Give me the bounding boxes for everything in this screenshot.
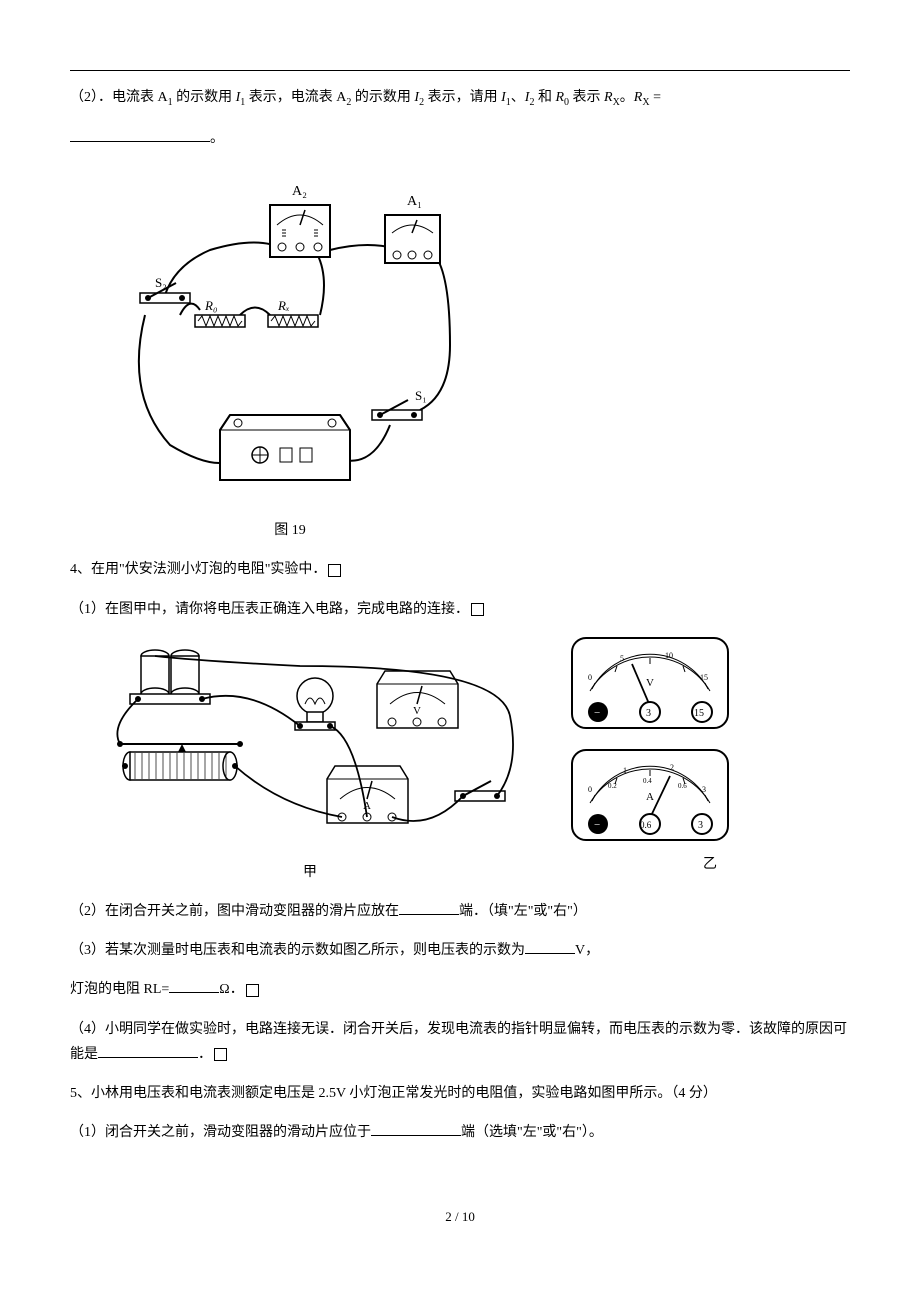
figure-jia-yi: V A [100, 636, 850, 885]
q5-p1a: （1）闭合开关之前，滑动变阻器的滑动片应位于 [70, 1125, 371, 1140]
a-term-06: 0.6 [640, 820, 652, 830]
v-scale-2: 10 [665, 651, 673, 660]
q3-part2-line2: 。 [70, 126, 850, 151]
q4-p4b: ． [198, 1047, 212, 1062]
ammeter-a1: A₁ [385, 194, 440, 263]
q4-p2-blank [399, 900, 459, 915]
q4-p3b: V， [575, 943, 599, 958]
q4-p2b: 端．（填"左"或"右"） [459, 904, 587, 919]
q5-p1-blank [371, 1121, 461, 1136]
v-unit: V [646, 677, 654, 689]
svg-text:V: V [413, 705, 421, 717]
q4-p3c: 灯泡的电阻 RL= [70, 982, 169, 997]
q4-p1-text: （1）在图甲中，请你将电压表正确连入电路，完成电路的连接． [70, 602, 469, 617]
q5-title-text: 5、小林用电压表和电流表测额定电压是 2.5V 小灯泡正常发光时的电阻值，实验电… [70, 1086, 717, 1101]
a-mid-2: 0.4 [643, 777, 652, 785]
q4-p3-line2: 灯泡的电阻 RL= Ω． [70, 977, 850, 1002]
q4-p4: （4）小明同学在做实验时，电路连接无误．闭合开关后，发现电流表的指针明显偏转，而… [70, 1017, 850, 1067]
resistor-r0: R₀ [195, 298, 245, 327]
label-yi: 乙 [570, 852, 850, 877]
label-a2: A₂ [292, 184, 307, 199]
q5-p1: （1）闭合开关之前，滑动变阻器的滑动片应位于 端（选填"左"或"右"）。 [70, 1120, 850, 1145]
end-square-icon [214, 1048, 227, 1061]
v-term-neg: − [594, 707, 600, 719]
figure-19-svg: S₂ A₂ A₁ R₀ [110, 165, 470, 505]
q4-p4-blank [98, 1043, 198, 1058]
q3-mid2: 表示，电流表 A [245, 90, 346, 105]
q4-p2a: （2）在闭合开关之前，图中滑动变阻器的滑片应放在 [70, 904, 399, 919]
label-jia: 甲 [100, 860, 520, 885]
q3-end: 。 [210, 131, 224, 146]
a-scale-0: 0 [588, 785, 592, 794]
v-scale-0: 0 [588, 673, 592, 682]
switch-small [455, 781, 505, 801]
label-a1: A₁ [407, 194, 422, 209]
label-s1: S₁ [415, 388, 427, 403]
q3-prefix: （2）．电流表 A [70, 90, 168, 105]
q3-mid5: 和 [534, 90, 555, 105]
a-mid-3: 0.6 [678, 782, 687, 790]
ammeter-a2: A₂ [270, 184, 330, 257]
rheostat [117, 741, 243, 780]
label-r0: R₀ [204, 298, 217, 313]
q3-sep1: 、 [511, 90, 525, 105]
page-sep: / [452, 1209, 462, 1224]
top-rule [70, 70, 850, 71]
page-total: 10 [462, 1209, 475, 1224]
q3-rxsub: X [613, 97, 620, 108]
a-unit: A [646, 791, 654, 803]
voltmeter-small: V [377, 671, 458, 728]
voltmeter-dial: 0 5 10 15 V − 3 15 [570, 636, 730, 731]
end-square-icon [328, 564, 341, 577]
q4-p3d: Ω． [219, 982, 243, 997]
a-scale-1: 1 [623, 766, 627, 775]
q3-blank [70, 127, 210, 142]
q3-mid3: 的示数用 [351, 90, 414, 105]
q3-part2-line1: （2）．电流表 A1 的示数用 I1 表示，电流表 A2 的示数用 I2 表示，… [70, 85, 850, 112]
switch-s2: S₂ [140, 275, 190, 303]
switch-s1: S₁ [372, 388, 427, 420]
q3-eq: = [650, 90, 661, 105]
q3-mid1: 的示数用 [173, 90, 236, 105]
q3-mid7: 。 [620, 90, 634, 105]
bulb [295, 678, 335, 730]
q4-p2: （2）在闭合开关之前，图中滑动变阻器的滑片应放在 端．（填"左"或"右"） [70, 899, 850, 924]
figure-yi: 0 5 10 15 V − 3 15 0 1 2 3 0.2 0.4 0.6 A [570, 636, 850, 878]
figure-19-caption: 图 19 [110, 518, 470, 543]
q5-title: 5、小林用电压表和电流表测额定电压是 2.5V 小灯泡正常发光时的电阻值，实验电… [70, 1081, 850, 1106]
a-scale-2: 2 [670, 763, 674, 772]
q3-r0: R [555, 90, 564, 105]
v-term-15: 15 [694, 708, 704, 719]
q4-p1: （1）在图甲中，请你将电压表正确连入电路，完成电路的连接． [70, 597, 850, 622]
q3-rx2sub: X [642, 97, 649, 108]
figure-19: S₂ A₂ A₁ R₀ [110, 165, 850, 543]
q5-p1b: 端（选填"左"或"右"）。 [461, 1125, 603, 1140]
a-scale-3: 3 [702, 785, 706, 794]
label-rx: Rₓ [277, 298, 290, 313]
q4-p3a: （3）若某次测量时电压表和电流表的示数如图乙所示，则电压表的示数为 [70, 943, 525, 958]
q4-p3-blank2 [169, 978, 219, 993]
ammeter-dial: 0 1 2 3 0.2 0.4 0.6 A − 0.6 3 [570, 748, 730, 843]
v-scale-3: 15 [700, 673, 708, 682]
v-term-3: 3 [646, 708, 651, 719]
a-mid-1: 0.2 [608, 782, 617, 790]
q3-rx: R [604, 90, 613, 105]
power-supply [220, 415, 350, 480]
q3-mid6: 表示 [569, 90, 604, 105]
page-number: 2 / 10 [70, 1205, 850, 1228]
resistor-rx: Rₓ [268, 298, 318, 327]
a-term-3: 3 [698, 820, 703, 831]
v-scale-1: 5 [620, 654, 624, 663]
figure-jia: V A [100, 636, 520, 885]
end-square-icon [246, 984, 259, 997]
q4-title-text: 4、在用"伏安法测小灯泡的电阻"实验中． [70, 562, 326, 577]
end-square-icon [471, 603, 484, 616]
a-term-neg: − [594, 819, 600, 831]
q3-mid4: 表示，请用 [424, 90, 501, 105]
q4-p3: （3）若某次测量时电压表和电流表的示数如图乙所示，则电压表的示数为 V， [70, 938, 850, 963]
label-s2: S₂ [155, 275, 167, 290]
q4-p3-blank1 [525, 939, 575, 954]
q4-title: 4、在用"伏安法测小灯泡的电阻"实验中． [70, 557, 850, 582]
